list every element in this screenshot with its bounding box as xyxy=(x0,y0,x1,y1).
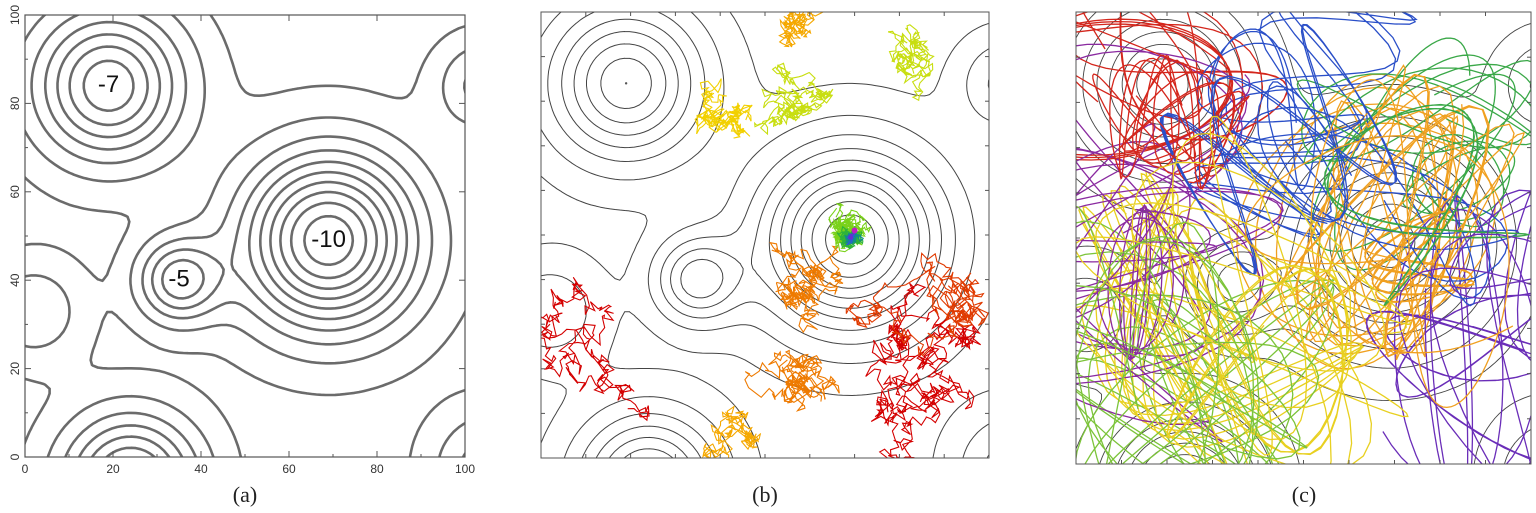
orbit-curve-25 xyxy=(1273,64,1526,361)
minimum-label: -7 xyxy=(98,71,119,98)
contour-level-1 xyxy=(25,15,465,457)
x-tick-label: 0 xyxy=(22,462,29,476)
minima-labels-a: -7 -10 -5 xyxy=(98,71,346,292)
y-tick-label: 80 xyxy=(8,96,22,110)
walk-strand-12 xyxy=(843,228,864,245)
axis-ticks-a: 0 20 40 60 80 100 0 20 40 60 80 100 xyxy=(8,5,475,476)
walk-strand-1 xyxy=(865,282,982,458)
walk-strand-14 xyxy=(847,230,856,241)
orbit-curve-19 xyxy=(1076,278,1335,464)
y-tick-label: 0 xyxy=(8,453,22,460)
orbit-trajectories xyxy=(1076,12,1531,464)
minimum-center-dot xyxy=(624,82,628,85)
axis-ticks-c xyxy=(1076,12,1531,464)
x-tick-label: 100 xyxy=(455,462,475,476)
contour-level-4 xyxy=(56,33,409,457)
x-tick-label: 80 xyxy=(370,462,384,476)
plot-frame-a xyxy=(24,14,466,458)
y-tick-label: 60 xyxy=(8,185,22,199)
orbit-curve-20 xyxy=(1296,59,1531,165)
walk-endpoint xyxy=(851,227,858,234)
orbit-curve-18 xyxy=(1076,198,1409,464)
contour-level-1 xyxy=(541,12,989,458)
walk-strand-0 xyxy=(541,276,650,422)
orbit-curve-27 xyxy=(1076,205,1320,464)
orbit-curve-31 xyxy=(1096,203,1185,361)
contour-level-9 xyxy=(303,214,355,266)
panel-a: 0 20 40 60 80 100 0 20 40 60 80 100 -7 -10 -5 (a) xyxy=(8,5,475,507)
caption-a: (a) xyxy=(233,482,257,507)
orbit-curve-35 xyxy=(1076,221,1308,464)
walk-strand-2 xyxy=(845,252,989,357)
walk-strand-9 xyxy=(754,62,834,136)
contour-level-3 xyxy=(44,20,420,457)
orbit-curve-28 xyxy=(1323,103,1531,307)
axis-ticks-b xyxy=(541,12,989,458)
random-walk-trajectory xyxy=(541,12,989,458)
panel-b: (b) xyxy=(540,11,990,507)
orbit-curve-10 xyxy=(1095,186,1366,448)
minimum-label: -5 xyxy=(168,266,189,293)
contour-level-2 xyxy=(30,15,465,457)
walk-strand-4 xyxy=(744,349,840,412)
walk-strand-6 xyxy=(694,78,753,139)
contour-level-2 xyxy=(547,12,989,458)
contour-level-6 xyxy=(600,57,910,299)
x-tick-label: 60 xyxy=(282,462,296,476)
y-tick-label: 40 xyxy=(8,273,22,287)
orbit-curve-33 xyxy=(1244,79,1514,409)
orbit-curve-0 xyxy=(1076,12,1288,178)
x-tick-label: 20 xyxy=(106,462,120,476)
panel-c: (c) xyxy=(1075,11,1532,507)
contour-lines-a xyxy=(25,15,465,457)
minimum-label: -10 xyxy=(311,226,346,253)
caption-b: (b) xyxy=(752,482,778,507)
walk-strand-3 xyxy=(769,241,844,334)
contour-level-5 xyxy=(68,45,398,457)
walk-strand-5 xyxy=(702,405,762,458)
y-tick-label: 100 xyxy=(8,5,22,25)
orbit-curve-17 xyxy=(1360,207,1475,303)
caption-c: (c) xyxy=(1292,482,1316,507)
orbit-curve-24 xyxy=(1118,54,1250,190)
orbit-curve-11 xyxy=(1076,326,1280,464)
orbit-curve-23 xyxy=(1076,122,1218,319)
x-tick-label: 40 xyxy=(194,462,208,476)
walk-strand-8 xyxy=(887,24,935,102)
contour-level-5 xyxy=(586,43,920,458)
orbit-curve-15 xyxy=(1076,147,1284,443)
orbit-curve-26 xyxy=(1165,250,1352,456)
walk-strand-7 xyxy=(778,12,824,48)
y-tick-label: 20 xyxy=(8,362,22,376)
orbit-curve-4 xyxy=(1310,37,1516,271)
contour-level-3 xyxy=(561,18,942,458)
orbit-curve-32 xyxy=(1092,54,1197,180)
contour-level-6 xyxy=(82,59,388,300)
contour-level-7 xyxy=(279,190,378,290)
contour-level-8 xyxy=(289,201,368,280)
contour-level-0 xyxy=(25,15,465,457)
